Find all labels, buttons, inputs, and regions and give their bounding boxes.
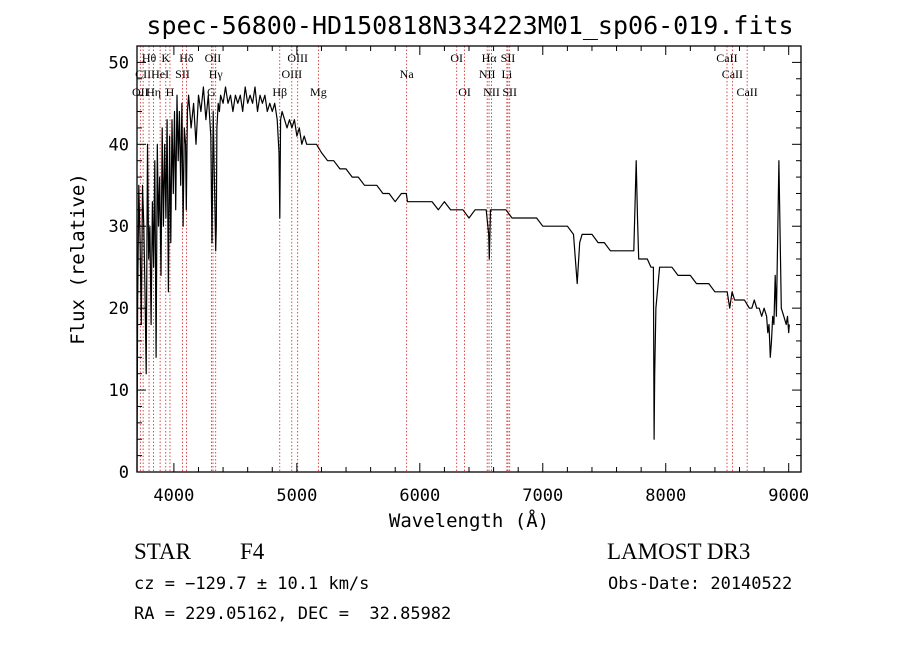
reference-line-label: CaII <box>722 67 743 81</box>
chart-title: spec-56800-HD150818N334223M01_sp06-019.f… <box>146 11 793 40</box>
reference-line-label: Hγ <box>209 67 224 81</box>
x-tick-label: 9000 <box>768 486 809 506</box>
reference-line-label: Hη <box>146 85 161 99</box>
reference-line-label: Hδ <box>179 51 194 65</box>
reference-line-label: H <box>166 85 175 99</box>
reference-line-label: CII <box>135 67 151 81</box>
y-tick-label: 40 <box>109 135 129 155</box>
survey-name: LAMOST DR3 <box>607 539 750 564</box>
reference-line-label: NII <box>483 85 500 99</box>
y-tick-label: 50 <box>109 53 129 73</box>
reference-line-label: OII <box>205 51 222 65</box>
reference-line-label: CaII <box>716 51 737 65</box>
reference-line-label: K <box>161 51 170 65</box>
reference-line-label: Li <box>502 67 513 81</box>
y-axis-ticks: 0 10 20 30 40 50 <box>109 53 801 483</box>
reference-line-label: HeI <box>151 67 169 81</box>
x-axis-ticks: 4000 5000 6000 7000 8000 9000 <box>153 46 809 506</box>
y-tick-label: 0 <box>119 463 129 483</box>
object-class: STAR <box>134 539 192 564</box>
x-tick-label: 8000 <box>645 486 686 506</box>
coordinates: RA = 229.05162, DEC = 32.85982 <box>134 604 451 624</box>
reference-line-label: Hα <box>482 51 498 65</box>
reference-line-label: OIII <box>281 67 302 81</box>
y-tick-label: 30 <box>109 217 129 237</box>
x-tick-label: 5000 <box>276 486 317 506</box>
y-tick-label: 10 <box>109 381 129 401</box>
reference-line-label: SII <box>502 85 517 99</box>
x-tick-label: 4000 <box>153 486 194 506</box>
x-tick-label: 6000 <box>399 486 440 506</box>
plot-frame <box>136 45 802 473</box>
reference-line-label: Hθ <box>142 51 157 65</box>
reference-line-label: OIII <box>287 51 308 65</box>
reference-line-label: NII <box>479 67 496 81</box>
observation-date: Obs-Date: 20140522 <box>608 574 792 594</box>
y-axis-label: Flux (relative) <box>67 173 89 345</box>
x-axis-label: Wavelength (Å) <box>389 509 549 532</box>
redshift-velocity: cz = −129.7 ± 10.1 km/s <box>134 574 369 594</box>
reference-lines <box>139 46 748 472</box>
reference-line-label: G <box>207 85 216 99</box>
reference-line-label: Hβ <box>272 85 287 99</box>
reference-line-label: CaII <box>736 85 757 99</box>
reference-line-label: SII <box>175 67 190 81</box>
reference-line-label: OI <box>458 85 471 99</box>
y-tick-label: 20 <box>109 299 129 319</box>
reference-line-label: Na <box>400 67 415 81</box>
x-tick-label: 7000 <box>522 486 563 506</box>
reference-line-label: Mg <box>310 85 327 99</box>
object-subclass: F4 <box>240 539 265 564</box>
spectrum-line <box>136 86 790 473</box>
reference-line-label: OII <box>132 85 149 99</box>
reference-line-label: OI <box>450 51 463 65</box>
reference-line-label: SII <box>501 51 516 65</box>
